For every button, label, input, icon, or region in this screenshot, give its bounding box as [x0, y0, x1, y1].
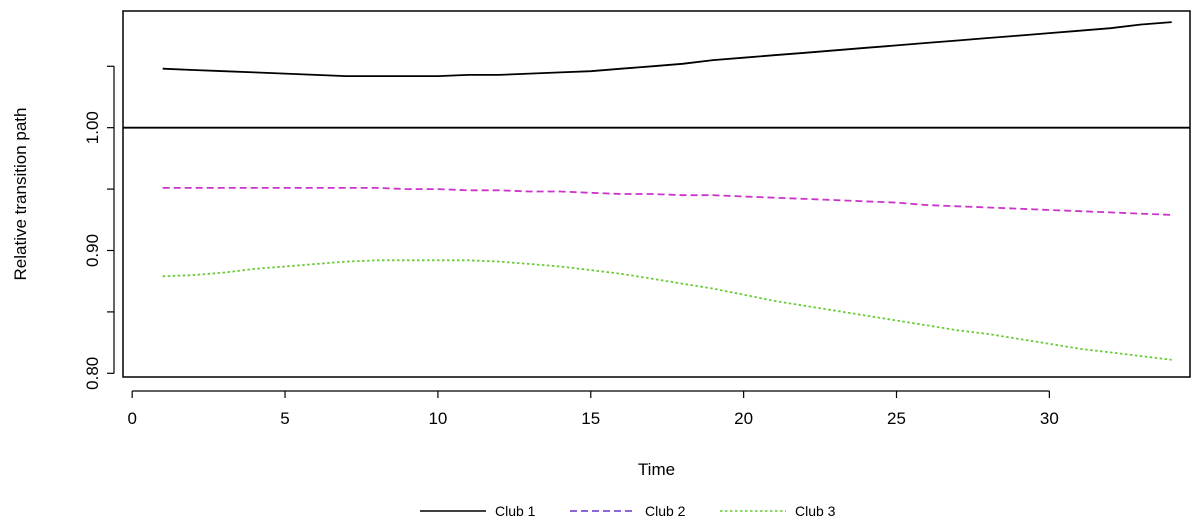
y-tick-label: 1.00: [83, 111, 102, 144]
y-axis: 0.80 0.90 1.00: [83, 65, 115, 390]
series-line-club-1: [162, 21, 1172, 77]
x-tick-label: 20: [734, 409, 753, 428]
x-tick-label: 0: [127, 409, 136, 428]
series-line-club-2: [162, 186, 1172, 216]
legend: Club 1 Club 2 Club 3: [420, 503, 836, 519]
x-tick-label: 25: [887, 409, 906, 428]
y-tick-label: 0.80: [83, 357, 102, 390]
y-axis-title: Relative transition path: [11, 108, 30, 281]
y-tick-label: 0.90: [83, 234, 102, 267]
x-axis-title: Time: [638, 460, 675, 479]
legend-label-club-1: Club 1: [495, 503, 536, 519]
x-tick-label: 10: [428, 409, 447, 428]
series-line-club-3: [162, 259, 1172, 361]
x-tick-label: 15: [581, 409, 600, 428]
plot-frame: [122, 10, 1191, 378]
x-axis: 0 5 10 15 20 25 30: [127, 390, 1059, 428]
plot-content: [123, 21, 1190, 361]
legend-label-club-3: Club 3: [795, 503, 836, 519]
legend-label-club-2: Club 2: [645, 503, 686, 519]
x-tick-label: 30: [1040, 409, 1059, 428]
x-tick-label: 5: [280, 409, 289, 428]
